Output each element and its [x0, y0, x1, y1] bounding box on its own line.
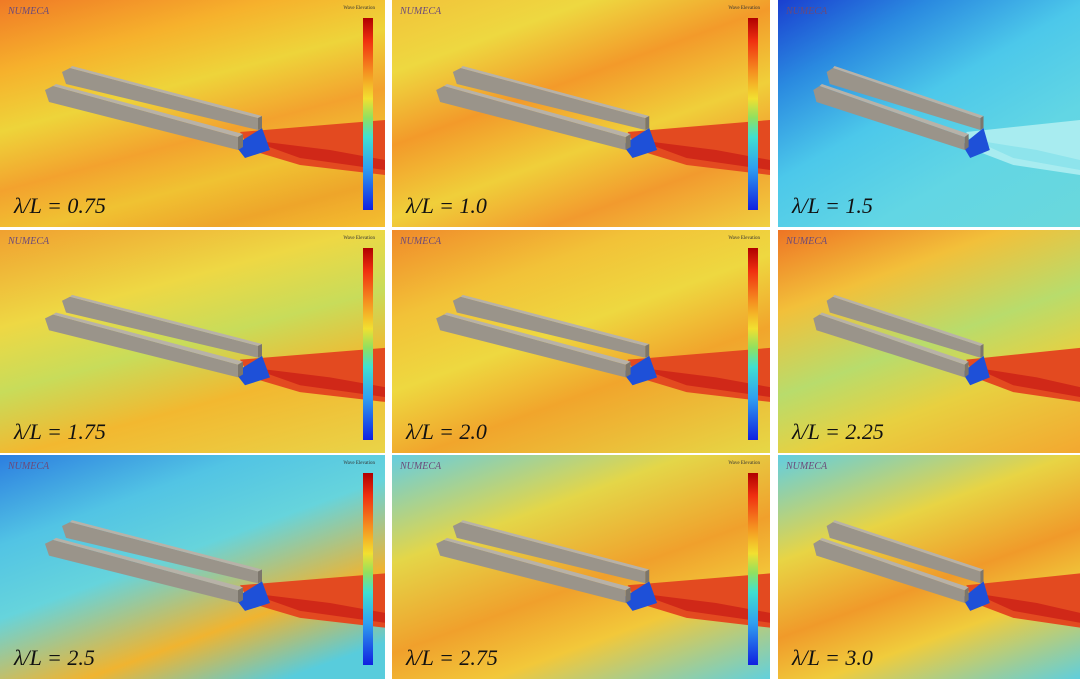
panel: NUMECA Wave Elevation λ/L = 1.0: [392, 0, 770, 227]
case-label: λ/L = 2.75: [406, 645, 498, 671]
hull: [258, 116, 262, 130]
brand-text: NUMECA: [8, 236, 49, 247]
legend-title: Wave Elevation: [728, 6, 760, 11]
brand-text: NUMECA: [8, 6, 49, 17]
hull: [645, 344, 649, 358]
hull: [258, 569, 262, 583]
brand-text: NUMECA: [786, 6, 827, 17]
hull: [258, 344, 262, 358]
panel: NUMECA λ/L = 2.25: [778, 230, 1080, 453]
color-bar: [748, 18, 758, 210]
figure: NUMECA Wave Elevation λ/L = 0.75 NUMECA Wave…: [0, 0, 1080, 679]
case-label: λ/L = 2.5: [14, 645, 95, 671]
panel: NUMECA Wave Elevation λ/L = 1.75: [0, 230, 385, 453]
color-bar: [363, 248, 373, 440]
panel: NUMECA λ/L = 1.5: [778, 0, 1080, 227]
color-bar: [748, 473, 758, 665]
hull: [980, 116, 983, 130]
brand-text: NUMECA: [786, 461, 827, 472]
case-label: λ/L = 0.75: [14, 193, 106, 219]
hull: [980, 569, 983, 583]
panel: NUMECA λ/L = 3.0: [778, 455, 1080, 679]
panel: NUMECA Wave Elevation λ/L = 0.75: [0, 0, 385, 227]
legend-title: Wave Elevation: [728, 236, 760, 241]
brand-text: NUMECA: [400, 6, 441, 17]
panel: NUMECA Wave Elevation λ/L = 2.0: [392, 230, 770, 453]
case-label: λ/L = 2.0: [406, 419, 487, 445]
case-label: λ/L = 1.5: [792, 193, 873, 219]
hull: [645, 569, 649, 583]
hull: [980, 344, 983, 358]
brand-text: NUMECA: [786, 236, 827, 247]
brand-text: NUMECA: [8, 461, 49, 472]
legend-title: Wave Elevation: [728, 461, 760, 466]
hull: [645, 116, 649, 130]
brand-text: NUMECA: [400, 236, 441, 247]
case-label: λ/L = 3.0: [792, 645, 873, 671]
case-label: λ/L = 2.25: [792, 419, 884, 445]
color-bar: [363, 18, 373, 210]
panel: NUMECA Wave Elevation λ/L = 2.5: [0, 455, 385, 679]
legend-title: Wave Elevation: [343, 461, 375, 466]
color-bar: [363, 473, 373, 665]
legend-title: Wave Elevation: [343, 236, 375, 241]
case-label: λ/L = 1.0: [406, 193, 487, 219]
color-bar: [748, 248, 758, 440]
legend-title: Wave Elevation: [343, 6, 375, 11]
panel: NUMECA Wave Elevation λ/L = 2.75: [392, 455, 770, 679]
brand-text: NUMECA: [400, 461, 441, 472]
case-label: λ/L = 1.75: [14, 419, 106, 445]
